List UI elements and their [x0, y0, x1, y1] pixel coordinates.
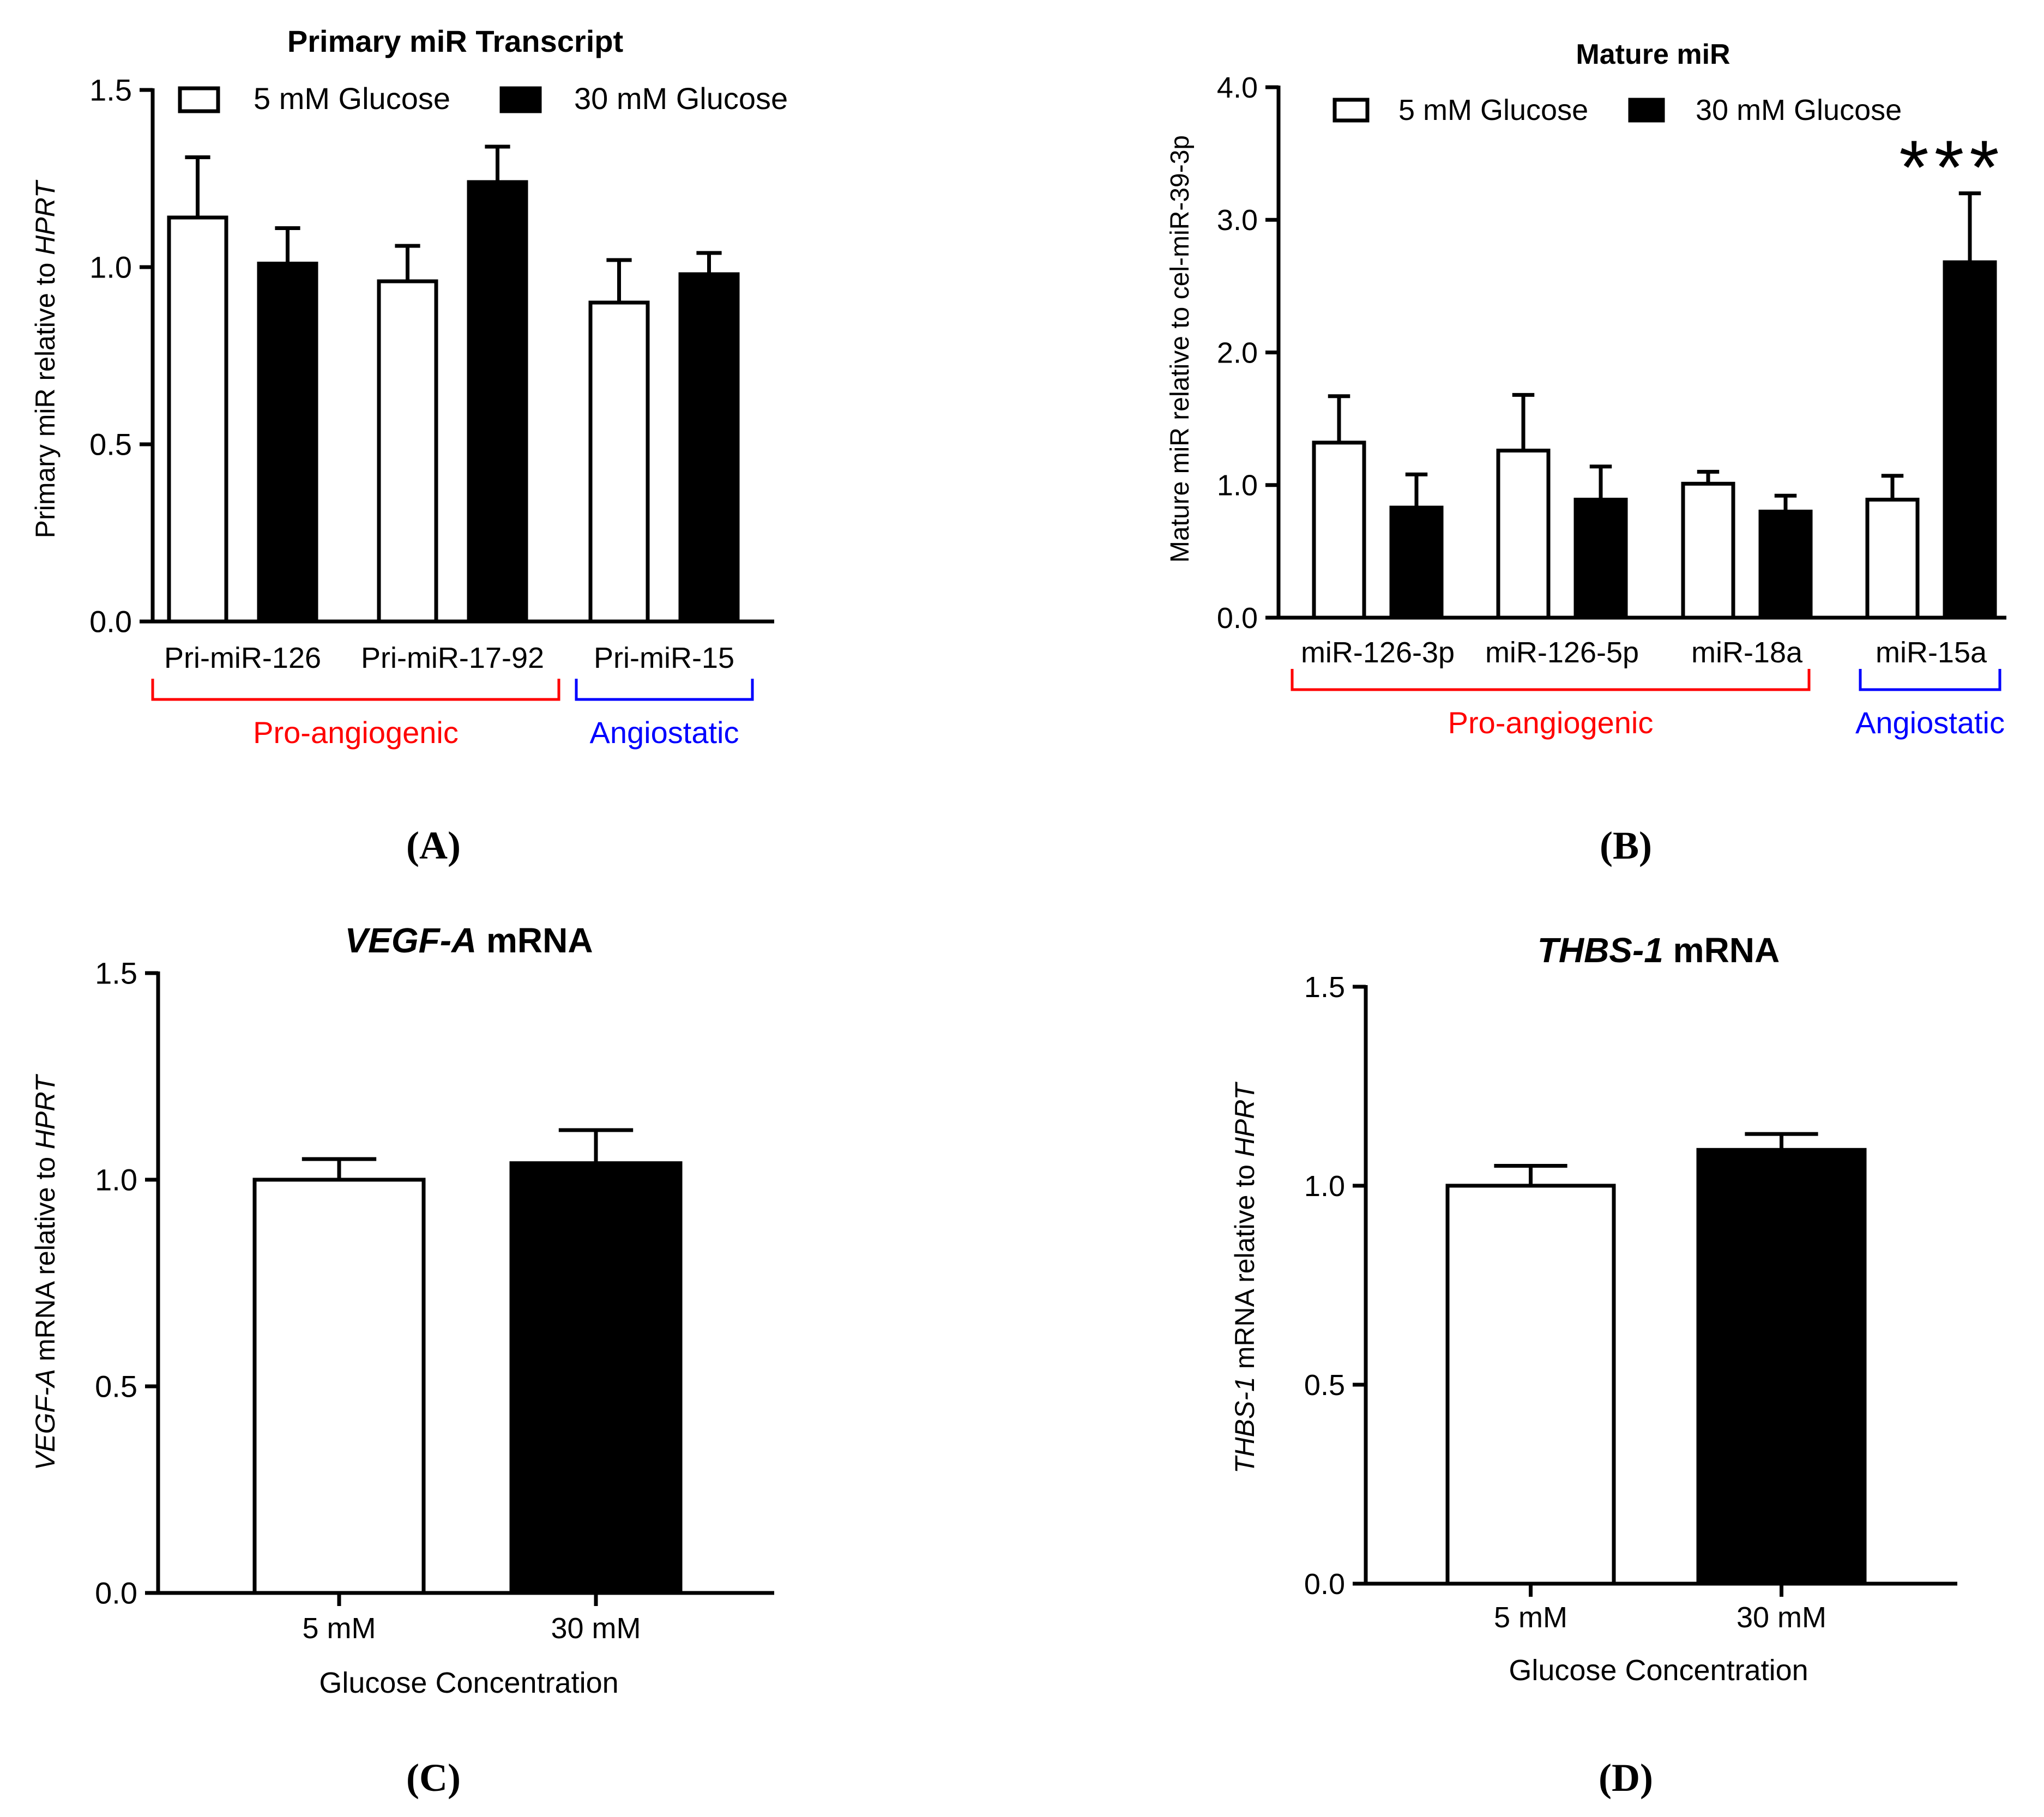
group-bracket [1291, 669, 1811, 691]
y-tick-label: 0.0 [1217, 602, 1258, 635]
bar-30mM [1696, 1148, 1867, 1586]
panel-c-x-axis-label: Glucose Concentration [319, 1667, 618, 1699]
y-tick-label: 1.5 [1304, 971, 1345, 1004]
bar-30mM [1943, 260, 1997, 620]
panel-d-x-axis-label: Glucose Concentration [1509, 1654, 1808, 1687]
x-category-label: miR-15a [1876, 636, 1987, 669]
panel-c-title: VEGF-A mRNA [345, 921, 593, 960]
legend-30mM-label: 30 mM Glucose [574, 81, 788, 116]
panel-a-y-axis-label: Primary miR relative to HPRT [30, 179, 61, 538]
significance-marker: *** [1899, 124, 2004, 210]
y-tick-label: 0.5 [95, 1369, 137, 1404]
x-category-label: miR-18a [1691, 636, 1803, 669]
bar-5mM [1312, 440, 1366, 620]
legend-5mM-label: 5 mM Glucose [1398, 94, 1588, 126]
panel-d-y-axis-label: THBS-1 mRNA relative to HPRT [1229, 1082, 1260, 1474]
panel-b-y-axis-label: Mature miR relative to cel-miR-39-3p [1166, 135, 1195, 563]
x-category-label: Pri-miR-17-92 [361, 642, 544, 674]
bar-30mM [467, 180, 528, 624]
bar-5mM [252, 1178, 426, 1595]
group-label: Pro-angiogenic [1448, 705, 1654, 740]
bar-30mM [678, 272, 740, 624]
legend-30mM-label: 30 mM Glucose [1696, 94, 1902, 126]
legend-5mM-swatch [1332, 98, 1370, 123]
group-bracket [151, 679, 560, 701]
panel-label-c: (C) [406, 1756, 461, 1800]
panel-d-title: THBS-1 mRNA [1537, 931, 1780, 970]
bar-5mM [377, 279, 438, 624]
y-tick-label: 1.5 [89, 73, 132, 107]
bar-30mM [257, 262, 318, 624]
group-label: Angiostatic [590, 715, 739, 750]
y-tick-label: 1.0 [1304, 1170, 1345, 1203]
legend-30mM-swatch [499, 86, 542, 113]
y-tick-label: 0.0 [89, 605, 132, 639]
y-tick-label: 0.0 [95, 1576, 137, 1610]
y-tick-label: 4.0 [1217, 71, 1258, 104]
group-label: Pro-angiogenic [253, 715, 459, 750]
bar-5mM [167, 215, 228, 624]
legend-5mM-label: 5 mM Glucose [254, 81, 450, 116]
legend-5mM-swatch [178, 86, 220, 113]
y-tick-label: 1.5 [95, 956, 137, 991]
group-bracket [575, 679, 754, 701]
y-tick-label: 1.0 [95, 1163, 137, 1197]
group-bracket [1859, 669, 2001, 691]
x-category-label: 30 mM [1737, 1601, 1826, 1634]
panel-a-title: Primary miR Transcript [287, 24, 623, 58]
bar-5mM [1496, 449, 1551, 620]
panel-a-chart: Primary miR Transcript Primary miR relat… [30, 24, 788, 750]
bar-5mM [588, 300, 650, 624]
group-label: Angiostatic [1855, 705, 2005, 740]
panel-b-title: Mature miR [1576, 39, 1730, 70]
bar-30mM [509, 1161, 683, 1595]
bar-5mM [1681, 481, 1735, 620]
legend-30mM-swatch [1628, 98, 1665, 123]
y-tick-label: 1.0 [89, 250, 132, 285]
panel-d-chart: THBS-1 mRNA THBS-1 mRNA relative to HPRT… [1229, 931, 1957, 1687]
y-tick-label: 0.5 [89, 427, 132, 462]
panel-c-y-axis-label: VEGF-A mRNA relative to HPRT [30, 1073, 61, 1470]
x-category-label: miR-126-5p [1485, 636, 1639, 669]
bar-30mM [1389, 505, 1444, 620]
x-category-label: 5 mM [303, 1612, 376, 1645]
panel-b-chart: Mature miR Mature miR relative to cel-mi… [1166, 39, 2006, 740]
x-category-label: 5 mM [1494, 1601, 1567, 1634]
bar-30mM [1758, 509, 1813, 620]
y-tick-label: 0.0 [1304, 1568, 1345, 1601]
panel-c-chart: VEGF-A mRNA VEGF-A mRNA relative to HPRT… [30, 921, 774, 1699]
y-tick-label: 1.0 [1217, 469, 1258, 502]
x-category-label: 30 mM [551, 1612, 641, 1645]
bar-30mM [1573, 498, 1628, 620]
x-category-label: Pri-miR-15 [594, 642, 734, 674]
panel-b-legend: 5 mM Glucose 30 mM Glucose [1332, 94, 1902, 126]
panel-label-b: (B) [1600, 824, 1652, 867]
bar-5mM [1865, 498, 1920, 620]
y-tick-label: 3.0 [1217, 204, 1258, 237]
y-tick-label: 2.0 [1217, 336, 1258, 369]
panel-label-d: (D) [1599, 1756, 1653, 1800]
y-tick-label: 0.5 [1304, 1369, 1345, 1402]
bar-5mM [1445, 1184, 1616, 1586]
x-category-label: miR-126-3p [1301, 636, 1455, 669]
panel-label-a: (A) [406, 824, 461, 867]
panel-a-legend: 5 mM Glucose 30 mM Glucose [178, 81, 788, 116]
x-category-label: Pri-miR-126 [164, 642, 321, 674]
